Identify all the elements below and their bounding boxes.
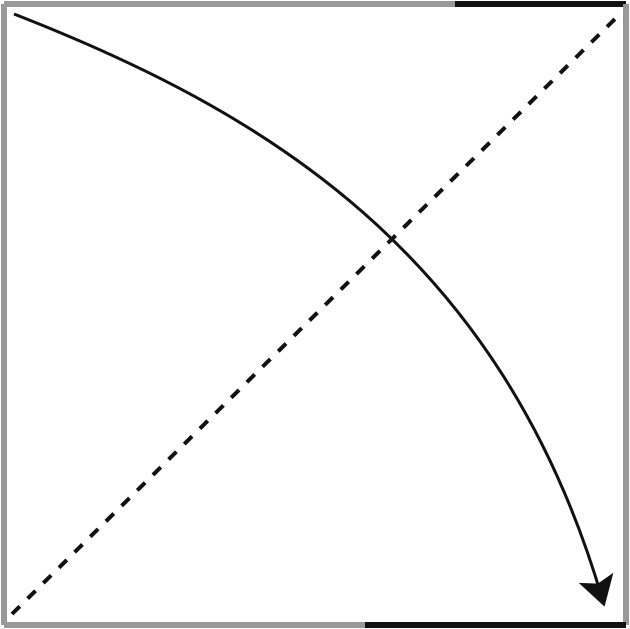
curved-arrow — [13, 12, 614, 607]
dashed-diagonal-line — [10, 12, 622, 616]
